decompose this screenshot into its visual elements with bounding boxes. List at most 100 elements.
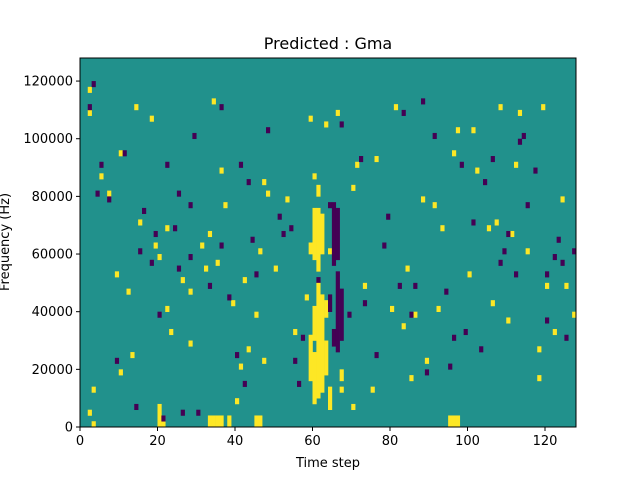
heatmap-cell-high bbox=[413, 311, 418, 318]
heatmap-cell-high bbox=[215, 415, 220, 428]
heatmap-cell-high bbox=[424, 357, 430, 364]
heatmap-cell-low bbox=[331, 202, 337, 266]
heatmap-cell-high bbox=[107, 190, 112, 197]
heatmap-cell-low bbox=[91, 81, 96, 88]
heatmap-cell-low bbox=[188, 202, 193, 209]
heatmap-cell-low bbox=[142, 207, 147, 214]
heatmap-cell-high bbox=[118, 150, 123, 157]
heatmap-cell-high bbox=[328, 386, 333, 410]
heatmap-cell-high bbox=[153, 242, 158, 249]
heatmap-cell-high bbox=[486, 225, 492, 232]
heatmap-cell-high bbox=[560, 196, 565, 203]
heatmap-cell-low bbox=[95, 190, 100, 197]
heatmap-cell-low bbox=[409, 311, 414, 318]
heatmap-cell-high bbox=[494, 219, 499, 226]
heatmap-cell-low bbox=[502, 248, 507, 255]
heatmap-cell-high bbox=[362, 282, 368, 289]
heatmap-cell-low bbox=[196, 409, 201, 416]
heatmap-cell-high bbox=[207, 230, 213, 238]
heatmap-cell-high bbox=[266, 190, 271, 197]
heatmap-cell-high bbox=[432, 202, 437, 209]
heatmap-cell-high bbox=[223, 202, 228, 209]
heatmap-cell-low bbox=[134, 403, 139, 411]
heatmap-cell-low bbox=[552, 254, 557, 261]
heatmap-cell-high bbox=[258, 248, 263, 255]
heatmap-cell-low bbox=[99, 161, 104, 168]
heatmap-cell-low bbox=[335, 271, 340, 353]
heatmap-cell-low bbox=[250, 236, 255, 243]
heatmap-cell-low bbox=[192, 132, 197, 140]
chart-title: Predicted : Gma bbox=[264, 34, 392, 53]
heatmap-cell-low bbox=[335, 207, 340, 261]
heatmap-cell-high bbox=[211, 415, 216, 428]
heatmap-cell-high bbox=[312, 173, 317, 180]
heatmap-cell-high bbox=[455, 127, 461, 134]
heatmap-cell-low bbox=[479, 346, 484, 353]
heatmap-cell-low bbox=[432, 132, 437, 140]
heatmap-cell-high bbox=[87, 409, 92, 416]
heatmap-cell-low bbox=[161, 415, 166, 422]
heatmap-cell-high bbox=[452, 415, 457, 428]
heatmap-cell-high bbox=[374, 156, 379, 163]
heatmap-cell-high bbox=[467, 271, 472, 278]
heatmap-cell-high bbox=[254, 311, 259, 318]
heatmap-cell-low bbox=[227, 294, 232, 301]
x-tick-label: 120 bbox=[533, 434, 558, 449]
heatmap-cell-high bbox=[242, 277, 247, 284]
heatmap-cell-high bbox=[235, 398, 240, 405]
heatmap-cell-low bbox=[165, 161, 170, 168]
heatmap-cell-low bbox=[386, 213, 391, 220]
heatmap-cell-low bbox=[521, 132, 526, 140]
heatmap-cell-high bbox=[308, 242, 313, 255]
heatmap-cell-high bbox=[339, 386, 344, 393]
heatmap-cell-low bbox=[138, 248, 143, 255]
heatmap-cell-low bbox=[176, 265, 182, 272]
heatmap-cell-high bbox=[254, 415, 259, 428]
heatmap-cell-low bbox=[359, 156, 364, 163]
heatmap-cell-low bbox=[300, 334, 306, 341]
heatmap-cell-high bbox=[126, 288, 131, 295]
heatmap-cell-high bbox=[312, 207, 317, 261]
heatmap-cell-high bbox=[169, 328, 174, 336]
heatmap-cell-high bbox=[262, 357, 267, 364]
heatmap-cell-low bbox=[289, 225, 294, 232]
heatmap-cells bbox=[87, 81, 577, 428]
heatmap-cell-high bbox=[351, 184, 356, 191]
heatmap-cell-high bbox=[510, 230, 515, 238]
heatmap-cell-low bbox=[328, 202, 333, 209]
heatmap-cell-high bbox=[149, 115, 154, 122]
heatmap-cell-high bbox=[440, 225, 445, 232]
heatmap-cell-low bbox=[297, 380, 302, 387]
heatmap-cell-low bbox=[421, 98, 426, 105]
heatmap-cell-high bbox=[552, 328, 557, 336]
heatmap-cell-high bbox=[211, 98, 216, 105]
heatmap-cell-high bbox=[316, 282, 321, 399]
heatmap-cell-high bbox=[324, 300, 329, 318]
heatmap-cell-low bbox=[506, 230, 511, 238]
heatmap-cell-high bbox=[572, 311, 577, 318]
heatmap-cell-low bbox=[180, 409, 185, 416]
heatmap-cell-low bbox=[490, 156, 495, 163]
heatmap-cell-high bbox=[87, 109, 92, 116]
heatmap-cell-high bbox=[448, 415, 453, 428]
heatmap-cell-high bbox=[339, 369, 344, 382]
heatmap-cell-low bbox=[107, 196, 112, 203]
heatmap-cell-high bbox=[564, 282, 569, 289]
heatmap-cell-high bbox=[324, 340, 329, 376]
heatmap-cell-low bbox=[293, 357, 298, 364]
heatmap-cell-low bbox=[281, 230, 286, 238]
heatmap-cell-low bbox=[176, 190, 182, 197]
heatmap-cell-high bbox=[436, 305, 441, 312]
y-axis: 0 20000 40000 60000 80000 100000 120000 bbox=[23, 75, 80, 436]
heatmap-cell-low bbox=[459, 161, 464, 168]
heatmap-cell-low bbox=[331, 328, 337, 347]
heatmap-cell-high bbox=[87, 86, 92, 93]
heatmap-cell-high bbox=[238, 363, 244, 370]
heatmap-cell-low bbox=[525, 202, 530, 209]
heatmap-cell-low bbox=[498, 259, 503, 266]
heatmap-cell-high bbox=[525, 248, 530, 255]
heatmap-cell-low bbox=[246, 179, 251, 186]
heatmap-cell-high bbox=[421, 196, 426, 203]
x-tick-label: 40 bbox=[227, 434, 244, 449]
heatmap-cell-low bbox=[397, 282, 402, 289]
